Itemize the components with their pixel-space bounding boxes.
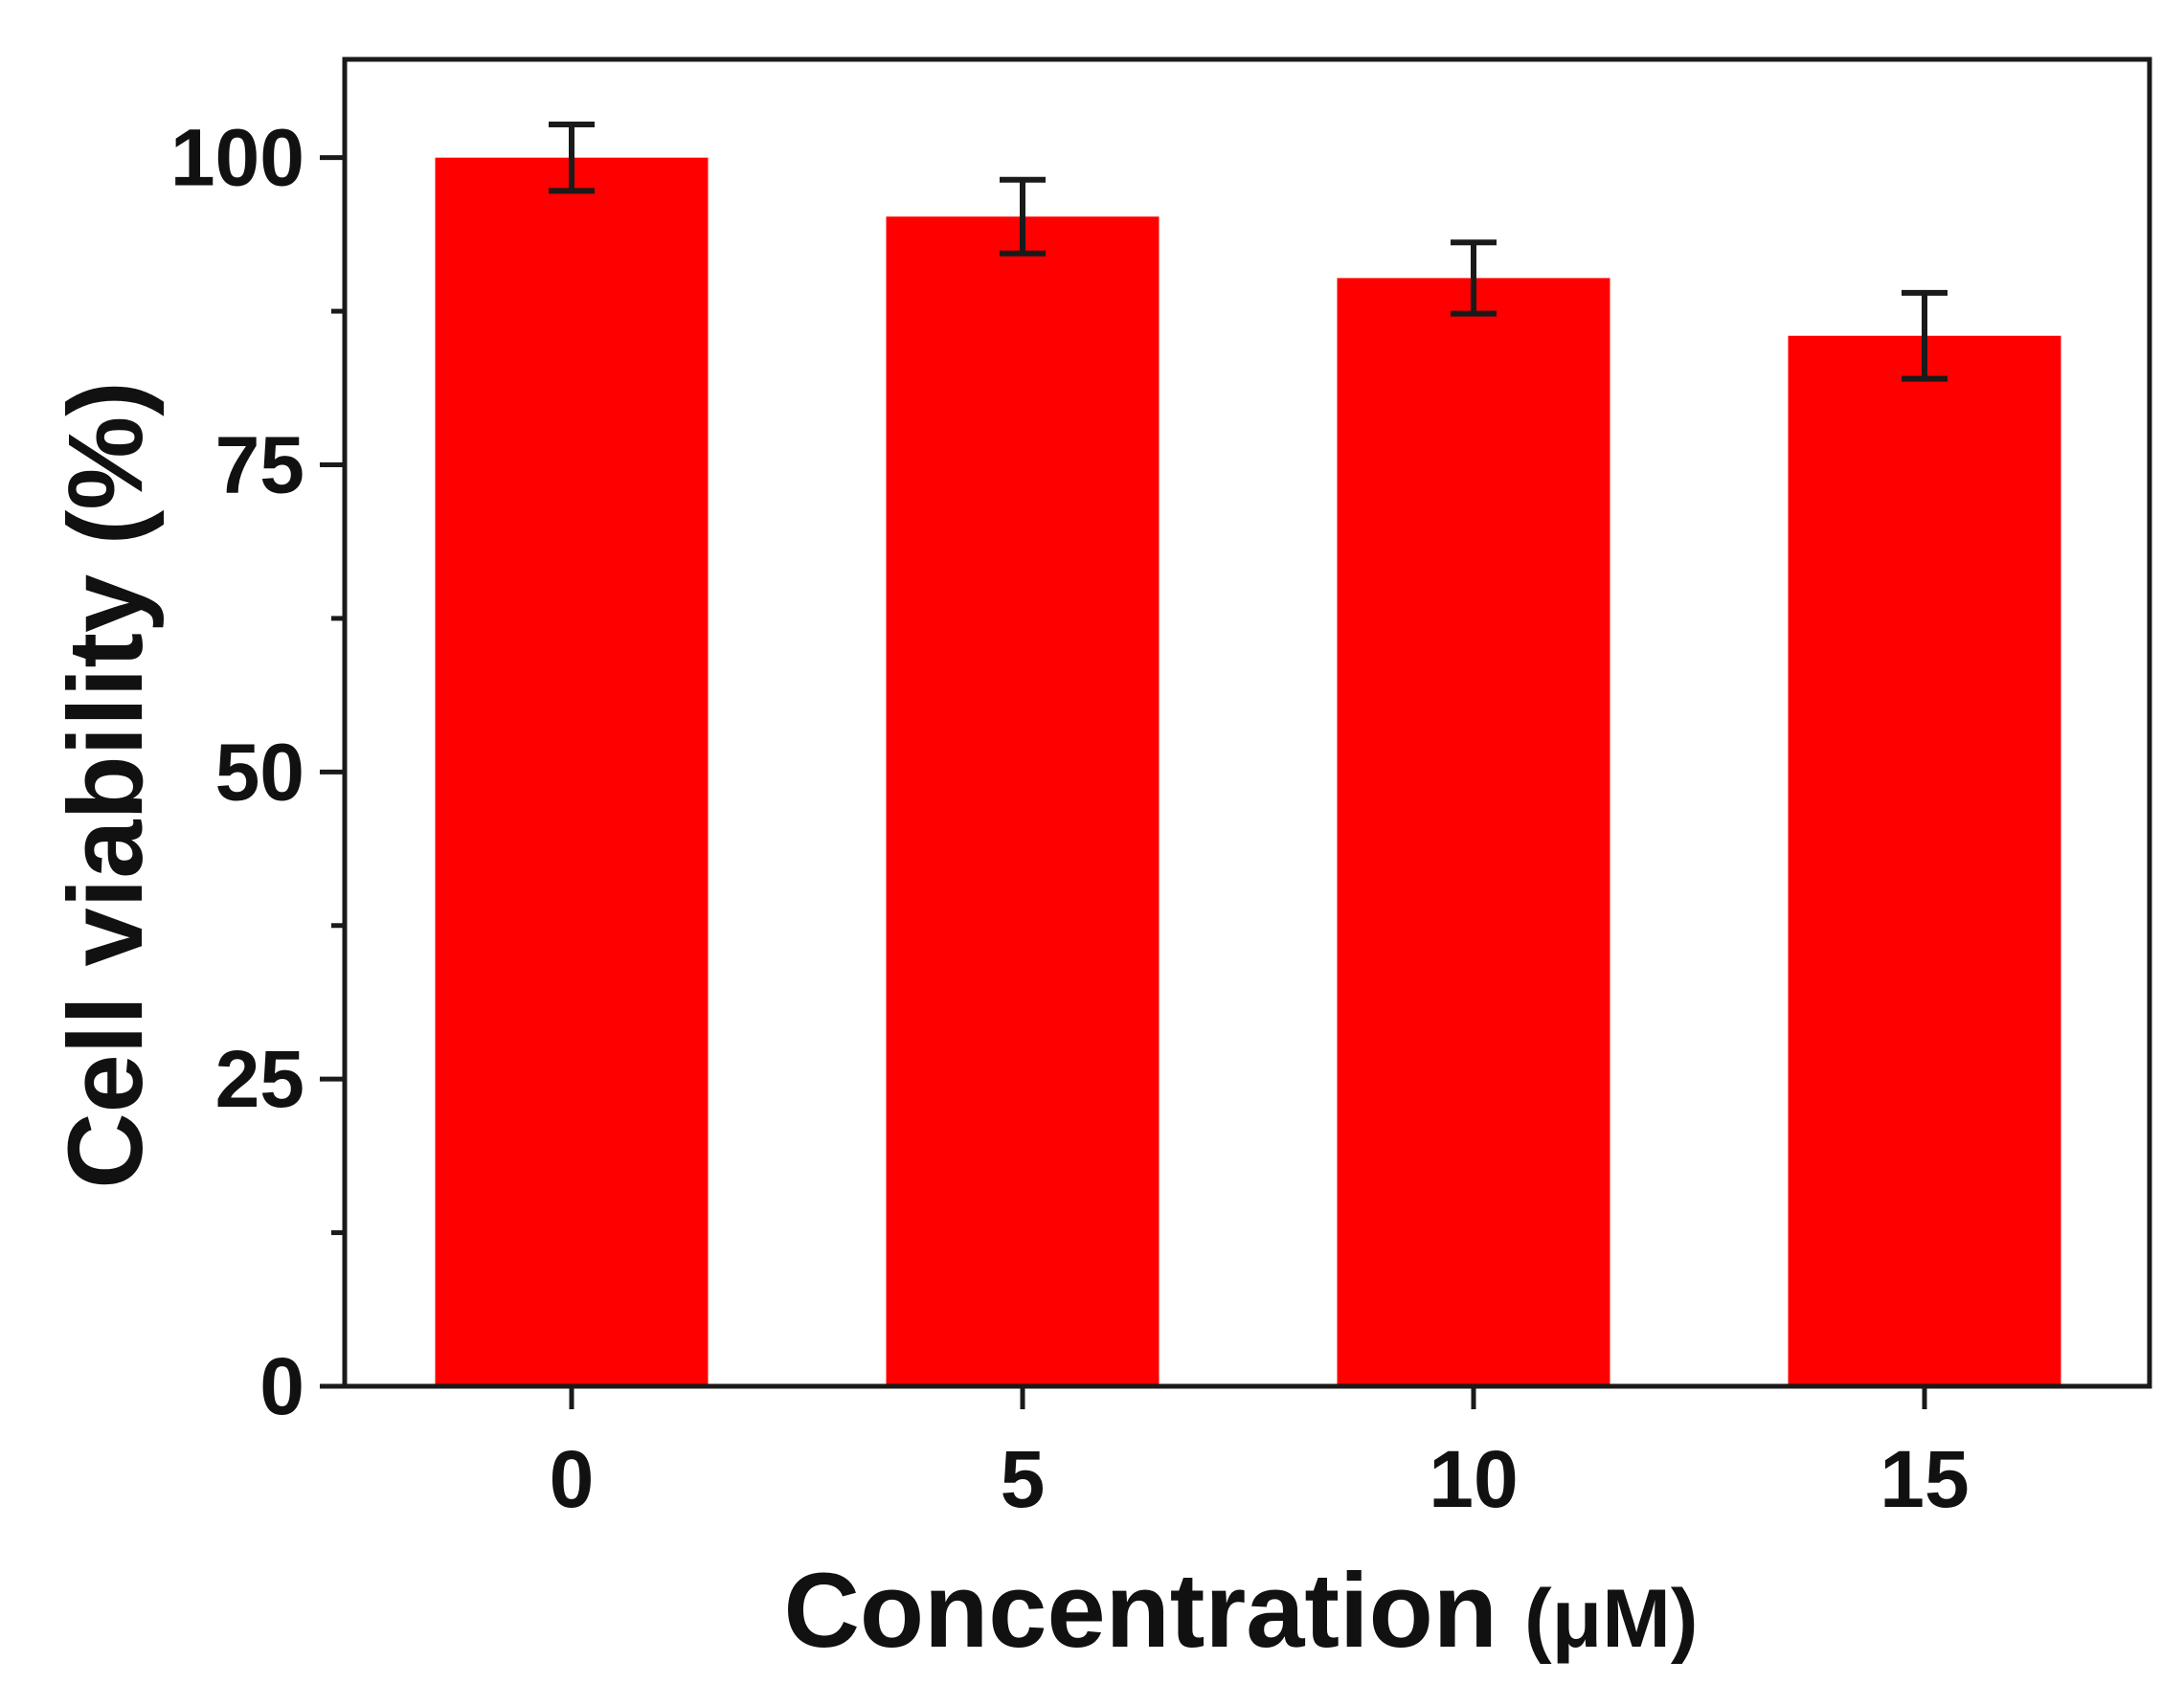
bar-0 — [435, 157, 709, 1387]
bar-15 — [1788, 335, 2061, 1386]
error-bar-10 — [1451, 239, 1497, 317]
x-tick-label-10: 10 — [1429, 1434, 1518, 1524]
x-tick-label-0: 0 — [550, 1434, 595, 1524]
x-tick-label-5: 5 — [1001, 1434, 1046, 1524]
y-axis: 0 25 50 75 100 — [170, 113, 345, 1431]
y-tick-label-75: 75 — [215, 420, 304, 510]
bar-5 — [886, 216, 1160, 1387]
plot-frame — [342, 56, 2152, 1389]
x-axis-title: Concentration (μM) — [783, 1552, 1698, 1670]
y-tick-label-0: 0 — [259, 1341, 304, 1431]
x-axis: 0 5 10 15 — [550, 1386, 1970, 1524]
x-axis-title-main: Concentration — [783, 1552, 1497, 1670]
y-tick-label-25: 25 — [215, 1034, 304, 1124]
error-bars — [549, 122, 1948, 382]
error-bar-15 — [1902, 289, 1948, 382]
error-bar-5 — [1000, 176, 1046, 257]
error-bar-0 — [549, 122, 595, 194]
y-tick-label-100: 100 — [170, 113, 304, 203]
y-tick-label-50: 50 — [215, 727, 304, 817]
x-tick-label-15: 15 — [1880, 1434, 1969, 1524]
y-axis-title: Cell viability (%) — [47, 381, 165, 1189]
x-axis-unit: (μM) — [1524, 1573, 1699, 1665]
bars — [435, 157, 2061, 1387]
bar-10 — [1337, 278, 1610, 1386]
